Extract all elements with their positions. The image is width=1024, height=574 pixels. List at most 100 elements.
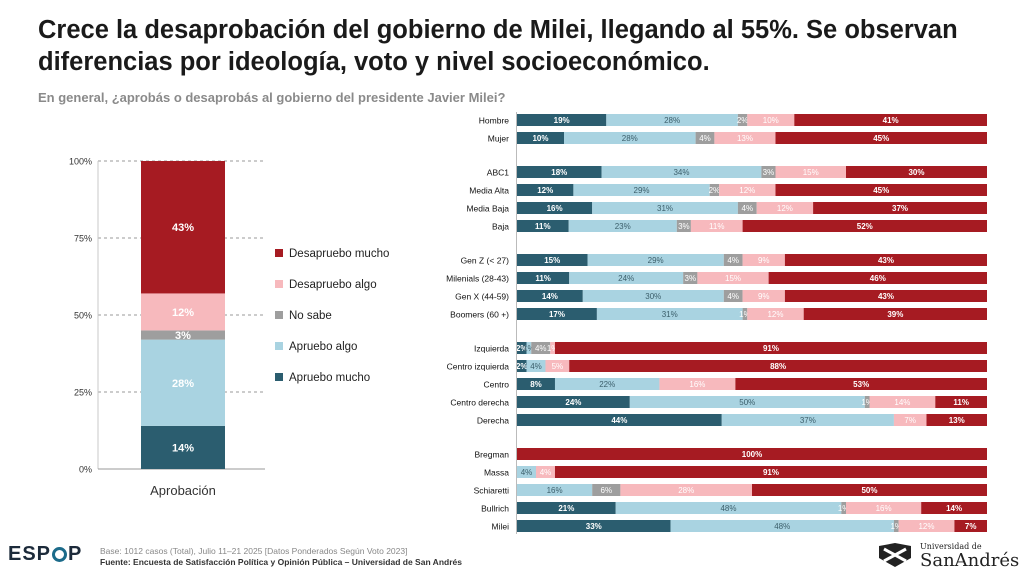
bar-segment-desapruebo-algo	[893, 414, 927, 426]
bar-segment-apruebo-algo	[670, 520, 894, 532]
bar-segment-apruebo-mucho	[517, 220, 569, 232]
bar-data-label: 14%	[946, 504, 962, 513]
bar-data-label: 31%	[662, 310, 678, 319]
bar-segment-apruebo-mucho	[517, 520, 671, 532]
row-label: Hombre	[479, 116, 510, 126]
university-name: SanAndrés	[920, 550, 1020, 571]
bar-data-label: 34%	[673, 168, 689, 177]
bar-data-label: 21%	[558, 504, 574, 513]
bar-segment-no-sabe	[864, 396, 870, 408]
bar-segment-apruebo-algo	[526, 342, 532, 354]
bar-data-label: 53%	[853, 380, 869, 389]
bar-segment-no-sabe	[695, 132, 715, 144]
bar-data-label: 4%	[727, 256, 739, 265]
title-line-1: Crece la desaprobación del gobierno de M…	[38, 16, 958, 44]
legend-swatch	[275, 249, 283, 257]
bar-data-label: 15%	[803, 168, 819, 177]
bar-segment-apruebo-mucho	[517, 202, 593, 214]
bar-data-label: 16%	[689, 380, 705, 389]
bar-segment-no-sabe	[683, 272, 698, 284]
bar-segment-apruebo-algo	[601, 166, 762, 178]
row-label: Centro derecha	[450, 398, 509, 408]
bar-data-label: 13%	[737, 134, 753, 143]
bar-segment-apruebo-mucho	[517, 114, 607, 126]
bar-segment-no-sabe	[893, 520, 899, 532]
bar-data-label: 12%	[537, 186, 553, 195]
legend-swatch	[275, 373, 283, 381]
bar-data-label: 30%	[645, 292, 661, 301]
approval-bar-apruebo-mucho	[141, 425, 225, 469]
bar-segment-desapruebo-algo	[846, 502, 922, 514]
approval-data-label: 43%	[172, 222, 194, 234]
bar-data-label: 24%	[618, 274, 634, 283]
crest-icon	[879, 543, 911, 567]
legend-label: Apruebo algo	[289, 341, 357, 353]
row-label: Boomers (60 +)	[450, 310, 509, 320]
bar-data-label: 30%	[908, 168, 924, 177]
bar-data-label: 9%	[758, 292, 770, 301]
bar-segment-no-sabe	[737, 202, 757, 214]
bar-data-label: 3%	[685, 274, 697, 283]
bar-segment-apruebo-algo	[573, 184, 710, 196]
bar-data-label: 50%	[739, 398, 755, 407]
bar-segment-no-sabe	[742, 308, 748, 320]
bar-data-label: 12%	[777, 204, 793, 213]
bar-data-label: 15%	[725, 274, 741, 283]
bar-data-label: 17%	[549, 310, 565, 319]
bar-data-label: 3%	[763, 168, 775, 177]
bar-segment-desapruebo-mucho	[846, 166, 987, 178]
logo-text-end: P	[68, 543, 83, 565]
bar-data-label: 2%	[516, 362, 528, 371]
bar-data-label: 44%	[611, 416, 627, 425]
bar-data-label: 7%	[965, 522, 977, 531]
bar-segment-desapruebo-mucho	[784, 254, 987, 266]
bar-segment-desapruebo-mucho	[554, 466, 987, 478]
legend-swatch	[275, 311, 283, 319]
bar-data-label: 14%	[894, 398, 910, 407]
bar-segment-apruebo-mucho	[517, 254, 588, 266]
bar-segment-desapruebo-algo	[742, 290, 785, 302]
bar-segment-apruebo-algo	[587, 254, 724, 266]
bar-data-label: 10%	[763, 116, 779, 125]
bar-data-label: 12%	[918, 522, 934, 531]
row-label: Milenials (28-43)	[446, 274, 509, 284]
bar-data-label: 16%	[547, 486, 563, 495]
row-label: Izquierda	[474, 344, 509, 354]
bar-segment-apruebo-algo	[615, 502, 842, 514]
bar-segment-apruebo-algo	[517, 484, 593, 496]
bar-segment-desapruebo-mucho	[742, 220, 987, 232]
bar-data-label: 15%	[544, 256, 560, 265]
bar-segment-apruebo-mucho	[517, 132, 564, 144]
bar-data-label: 1%	[838, 504, 850, 513]
legend-label: No sabe	[289, 310, 332, 322]
bar-segment-no-sabe	[723, 254, 743, 266]
bar-data-label: 5%	[552, 362, 564, 371]
bar-data-label: 16%	[547, 204, 563, 213]
bar-segment-desapruebo-algo	[690, 220, 743, 232]
bar-data-label: 14%	[542, 292, 558, 301]
bar-segment-no-sabe	[761, 166, 776, 178]
bar-segment-apruebo-mucho	[517, 414, 722, 426]
bar-data-label: 4%	[521, 468, 533, 477]
bar-segment-apruebo-mucho	[517, 166, 602, 178]
bar-data-label: 1%	[739, 310, 751, 319]
bar-segment-desapruebo-mucho	[517, 448, 987, 460]
bar-data-label: 43%	[878, 256, 894, 265]
bar-segment-apruebo-algo	[629, 396, 865, 408]
bar-data-label: 88%	[770, 362, 786, 371]
bar-segment-desapruebo-mucho	[569, 360, 987, 372]
bar-data-label: 24%	[565, 398, 581, 407]
bar-data-label: 29%	[648, 256, 664, 265]
y-tick-label: 0%	[79, 465, 92, 475]
bar-segment-apruebo-mucho	[517, 378, 555, 390]
bar-data-label: 9%	[758, 256, 770, 265]
approval-data-label: 3%	[175, 330, 191, 342]
bar-segment-desapruebo-algo	[775, 166, 846, 178]
bar-segment-desapruebo-algo	[898, 520, 955, 532]
bar-segment-apruebo-mucho	[517, 272, 570, 284]
bar-data-label: 1%	[547, 344, 559, 353]
bar-segment-desapruebo-algo	[620, 484, 752, 496]
bar-data-label: 22%	[599, 380, 615, 389]
legend-label: Desapruebo algo	[289, 279, 377, 291]
bar-data-label: 45%	[873, 134, 889, 143]
